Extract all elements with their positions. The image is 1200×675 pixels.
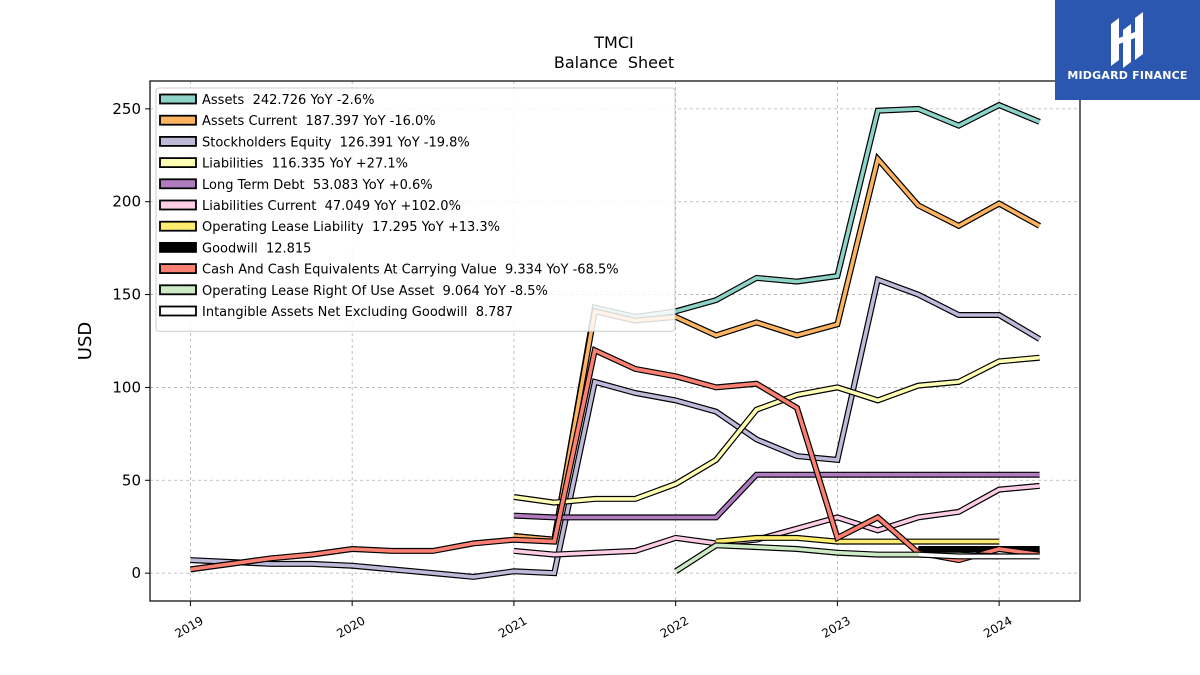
legend-swatch <box>159 241 197 253</box>
series-line <box>190 347 1040 572</box>
series-liabilities-current <box>513 482 1040 558</box>
legend-entry: Intangible Assets Net Excluding Goodwill… <box>202 305 513 320</box>
series-line <box>513 484 1040 557</box>
series-line <box>715 536 1000 544</box>
legend-entry: Operating Lease Liability 17.295 YoY +13… <box>202 220 500 235</box>
plot-area-frame <box>149 80 1081 602</box>
x-tick-label: 2020 <box>334 613 367 640</box>
y-tick-label: 200 <box>112 193 141 211</box>
legend-swatch <box>159 305 197 317</box>
legend-swatch <box>159 263 197 275</box>
series-outline <box>189 346 1041 573</box>
legend-swatch <box>159 93 197 105</box>
legend-entry: Operating Lease Right Of Use Asset 9.064… <box>202 284 548 299</box>
legend-swatch <box>159 135 197 147</box>
chart-subtitle: Balance Sheet <box>554 53 674 72</box>
series-liabilities <box>513 354 1040 506</box>
series-line <box>513 472 1040 520</box>
midgard-logo-icon <box>1111 12 1143 68</box>
chart-title: TMCI <box>593 33 633 52</box>
x-tick-label: 2019 <box>172 613 205 640</box>
legend-swatch <box>159 114 197 126</box>
x-tick-label: 2022 <box>658 613 691 640</box>
y-tick-label: 100 <box>112 378 141 396</box>
legend-entry: Assets Current 187.397 YoY -16.0% <box>202 114 436 129</box>
logo-name: MIDGARD FINANCE <box>1067 69 1188 82</box>
y-tick-label: 0 <box>131 564 141 582</box>
series-long-term-debt <box>513 471 1040 521</box>
legend-entry: Stockholders Equity 126.391 YoY -19.8% <box>202 135 470 150</box>
legend-entry: Liabilities 116.335 YoY +27.1% <box>202 157 408 172</box>
y-tick-label: 250 <box>112 100 141 118</box>
x-tick-label: 2023 <box>819 613 852 640</box>
legend-swatch <box>159 178 197 190</box>
legend-swatch <box>159 157 197 169</box>
legend-entry: Assets 242.726 YoY -2.6% <box>202 93 374 108</box>
y-axis-label: USD <box>75 322 96 360</box>
series-intangible-assets-net-excluding-goodwill <box>918 551 1040 560</box>
series-operating-lease-liability <box>715 534 1000 545</box>
legend-entry: Goodwill 12.815 <box>202 241 311 256</box>
series-line <box>190 277 1041 579</box>
series-stockholders-equity <box>190 275 1042 580</box>
legend-box <box>155 87 676 332</box>
series-cash-and-cash-equivalents-at-carrying-value <box>189 346 1041 573</box>
legend-swatch <box>159 284 197 296</box>
y-tick-label: 50 <box>122 471 141 489</box>
legend-entry: Liabilities Current 47.049 YoY +102.0% <box>202 199 461 214</box>
legend-entry: Long Term Debt 53.083 YoY +0.6% <box>202 178 433 193</box>
series-line <box>918 552 1040 559</box>
x-tick-label: 2024 <box>981 613 1014 640</box>
x-tick-label: 2021 <box>496 613 529 640</box>
y-tick-label: 150 <box>112 286 141 304</box>
midgard-finance-logo: MIDGARD FINANCE <box>1055 0 1200 100</box>
legend-entry: Cash And Cash Equivalents At Carrying Va… <box>202 263 619 278</box>
legend-swatch <box>159 199 197 211</box>
series-line <box>513 355 1040 505</box>
legend: Assets 242.726 YoY -2.6% Assets Current 1… <box>155 87 676 332</box>
legend-swatch <box>159 220 197 232</box>
